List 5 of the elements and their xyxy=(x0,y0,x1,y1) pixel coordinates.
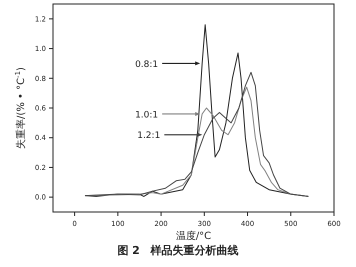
legend-label: 1.2:1 xyxy=(137,131,160,142)
legend-label: 0.8:1 xyxy=(135,60,158,70)
x-axis-title: 温度/°C xyxy=(176,230,212,242)
legend-label: 1.0:1 xyxy=(135,110,158,120)
caption: 图 2 样品失重分析曲线 xyxy=(117,244,239,257)
